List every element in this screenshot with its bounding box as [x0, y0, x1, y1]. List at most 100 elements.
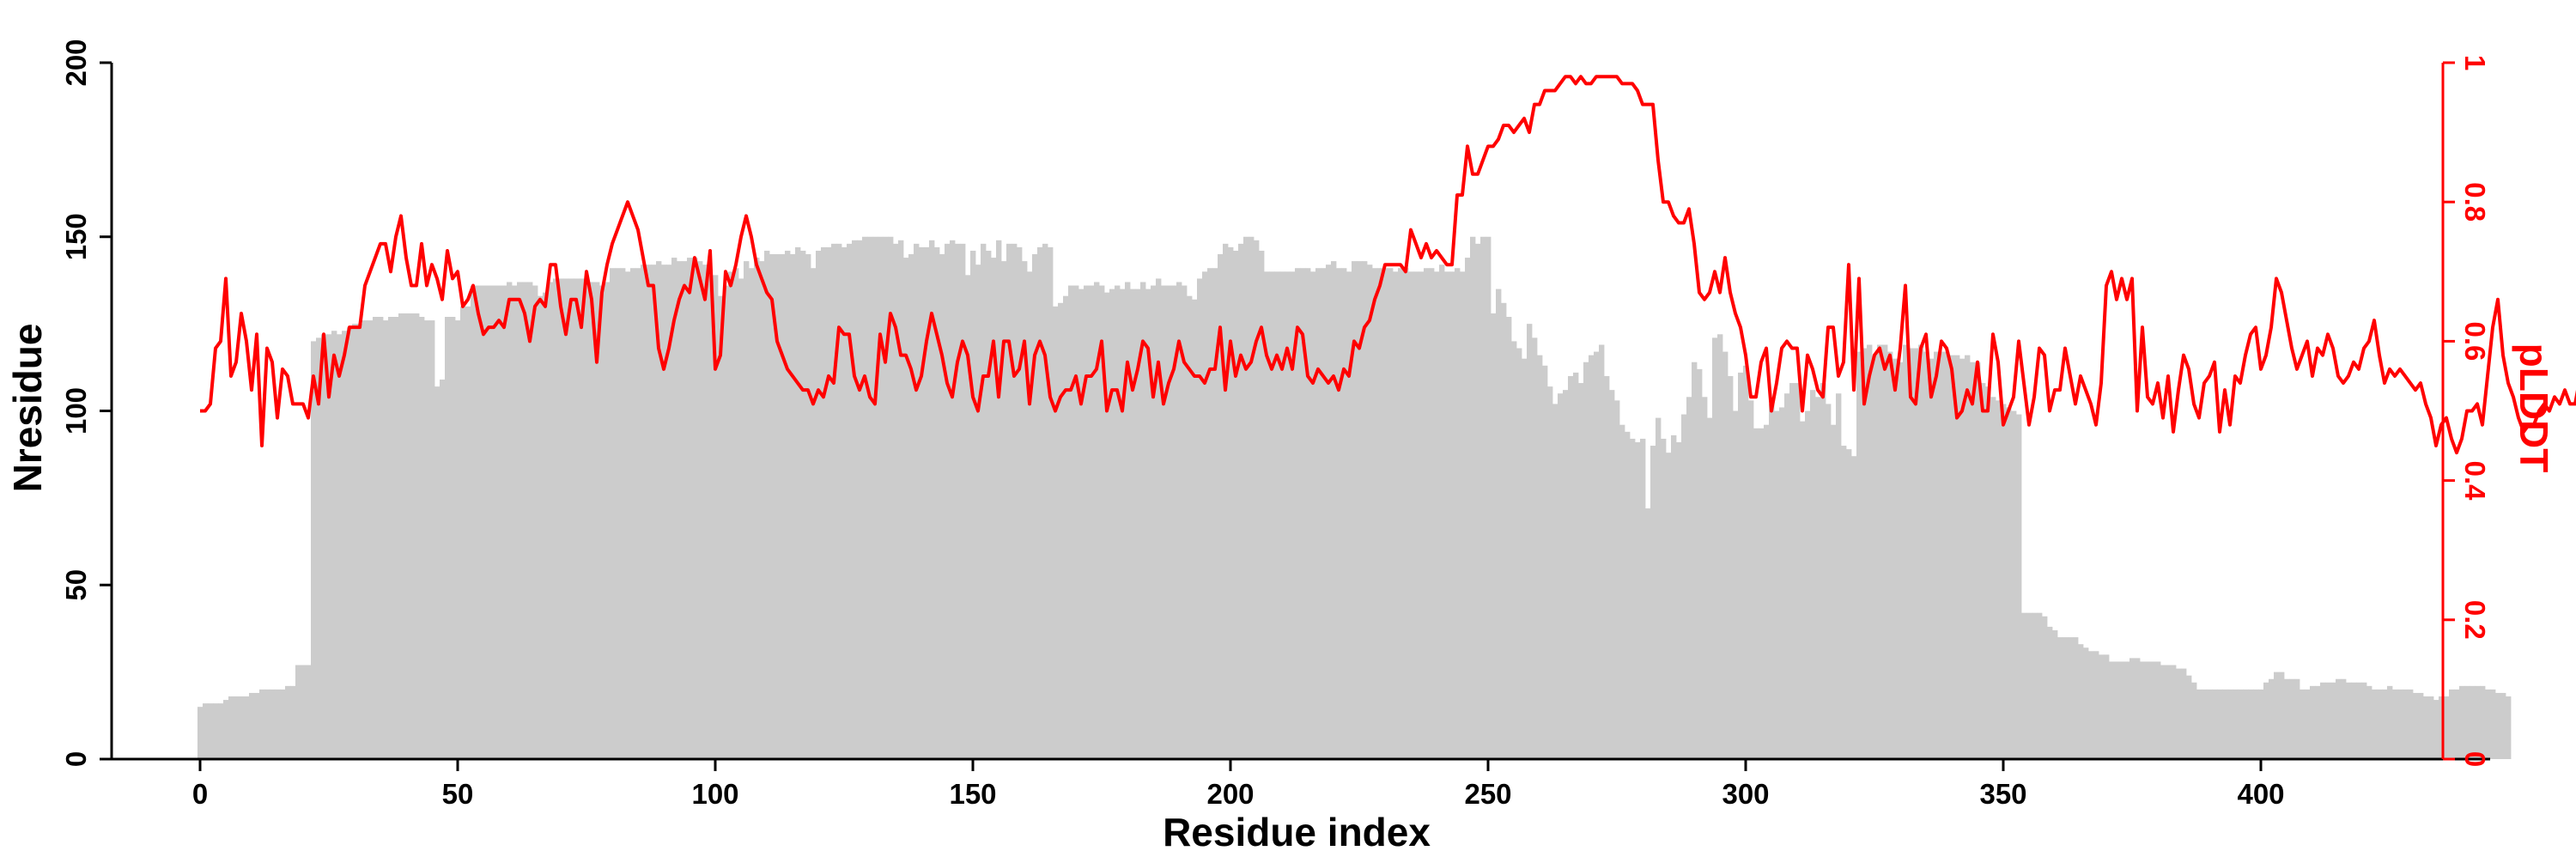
bar	[1084, 285, 1090, 759]
x-tick-label: 250	[1464, 778, 1511, 810]
bar	[1661, 438, 1667, 759]
bar	[2464, 685, 2470, 759]
bar	[708, 275, 714, 759]
bar	[630, 268, 636, 759]
bar	[1733, 410, 1739, 759]
bar	[1568, 375, 1574, 759]
bar	[878, 236, 884, 759]
y2-axis-title: pLDDT	[2512, 343, 2556, 473]
bar	[872, 236, 878, 759]
bar	[486, 285, 492, 759]
bar	[1264, 271, 1270, 759]
bar	[1516, 348, 1522, 759]
bar	[1501, 302, 1507, 759]
bar	[2006, 407, 2012, 759]
bar	[2361, 682, 2367, 759]
bar	[1583, 362, 1589, 759]
bar	[491, 285, 497, 759]
bar	[811, 268, 817, 759]
bar	[2470, 685, 2476, 759]
bar	[2021, 612, 2027, 759]
bar	[754, 258, 760, 760]
bar	[1563, 390, 1569, 759]
bar	[409, 313, 415, 760]
bar	[584, 282, 590, 760]
bar	[2171, 665, 2177, 759]
bar	[357, 324, 363, 760]
bar	[2016, 414, 2022, 759]
bar	[2351, 682, 2357, 759]
bar	[1980, 383, 1986, 759]
bar	[2336, 678, 2342, 759]
bar	[939, 254, 945, 759]
bar	[2037, 612, 2043, 759]
bar	[1939, 351, 1945, 759]
bar	[440, 380, 446, 759]
bar	[2284, 678, 2290, 759]
y-tick-label: 100	[60, 387, 92, 435]
bar	[661, 264, 667, 759]
bar	[1784, 393, 1790, 759]
bar	[2078, 644, 2084, 759]
bar	[805, 254, 811, 759]
bar	[955, 243, 961, 759]
bar	[352, 324, 358, 760]
bar	[2088, 651, 2094, 759]
bar	[1104, 292, 1110, 759]
bar	[898, 240, 904, 759]
bar	[1202, 271, 1208, 759]
bar	[2377, 689, 2383, 759]
bar	[1238, 243, 1244, 759]
bar	[1321, 268, 1327, 759]
bar	[2104, 654, 2110, 759]
bar	[1908, 348, 1914, 759]
bar	[311, 341, 317, 759]
bar	[1846, 449, 1852, 759]
bar	[893, 243, 899, 759]
bar	[532, 285, 538, 759]
bar	[1310, 271, 1316, 759]
bar	[738, 278, 744, 759]
bar	[826, 246, 832, 759]
bar	[321, 334, 327, 759]
bar	[223, 700, 229, 759]
y2-tick-label: 0	[2459, 751, 2491, 767]
bar	[347, 327, 353, 759]
bar	[1990, 397, 1996, 759]
y2-tick-label: 0.8	[2459, 182, 2491, 222]
bar	[1506, 317, 1512, 759]
bar	[929, 240, 935, 759]
bar	[1774, 410, 1780, 759]
bar	[1285, 271, 1291, 759]
bar	[883, 236, 889, 759]
bar	[1243, 236, 1249, 759]
bar	[213, 703, 219, 759]
bar	[393, 317, 399, 759]
bar	[1212, 268, 1218, 759]
bar	[728, 271, 734, 759]
plddt-line	[200, 75, 2576, 455]
bar	[445, 317, 451, 759]
bar	[1480, 236, 1486, 759]
bar	[1527, 324, 1533, 760]
bar	[1073, 285, 1079, 759]
bar	[970, 250, 976, 760]
bar	[1352, 261, 1358, 759]
bar	[388, 317, 394, 759]
bar	[218, 703, 224, 759]
bar	[625, 271, 631, 759]
bar	[615, 268, 621, 759]
bar	[2269, 678, 2275, 759]
bar	[1532, 337, 1538, 759]
bar	[1625, 431, 1631, 759]
bar	[1068, 285, 1074, 759]
bar	[1738, 372, 1744, 759]
bar	[2057, 637, 2063, 759]
bar	[1640, 438, 1646, 759]
bar	[1676, 442, 1682, 759]
bar	[867, 236, 873, 759]
bar	[986, 250, 992, 760]
bar	[2454, 689, 2460, 759]
bar	[1851, 456, 1857, 759]
bar	[656, 261, 662, 759]
